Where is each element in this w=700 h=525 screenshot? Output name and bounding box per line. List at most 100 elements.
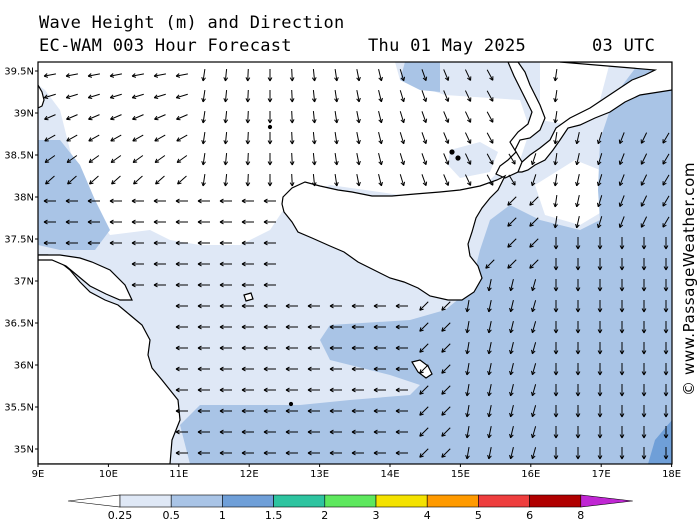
wave-arrow: [44, 114, 56, 121]
calm-area-north: [38, 62, 530, 245]
wave-arrow: [197, 198, 210, 204]
wave-arrow: [329, 303, 342, 309]
wave-arrow: [618, 195, 625, 207]
wave-arrow: [153, 219, 166, 225]
wave-arrow: [575, 279, 581, 292]
wave-arrow: [219, 219, 232, 225]
wave-arrow: [663, 447, 669, 460]
wave-arrow: [507, 196, 517, 206]
wave-arrow: [597, 237, 603, 250]
wave-arrow: [223, 68, 229, 82]
wave-arrow: [177, 175, 187, 185]
wave-arrow: [509, 384, 514, 397]
wave-arrow: [597, 321, 603, 334]
wave-arrow: [575, 342, 581, 355]
land-tunisia-cape: [38, 254, 133, 301]
wave-arrow: [619, 321, 625, 334]
wave-arrow: [663, 384, 669, 397]
wave-arrow: [662, 174, 670, 186]
wave-arrow: [87, 240, 100, 246]
wave-arrow: [351, 303, 364, 309]
wave-arrow: [641, 342, 647, 355]
wave-arrow: [663, 426, 669, 439]
wave-arrow: [443, 111, 450, 123]
wave-arrow: [419, 448, 429, 458]
wave-arrow: [154, 134, 166, 142]
wave-arrow: [641, 447, 647, 460]
wave-arrow: [311, 173, 317, 187]
wave-arrow: [553, 173, 558, 187]
wave-arrow: [285, 387, 298, 393]
wave-arrow: [263, 240, 276, 246]
wave-arrow: [419, 406, 429, 416]
wave-arrow: [263, 408, 276, 414]
wave-arrow: [443, 90, 450, 102]
wave-arrow: [267, 90, 273, 103]
wave-arrow: [487, 426, 492, 439]
wave-arrow: [509, 321, 514, 334]
lat-label: 39.5N: [4, 67, 34, 78]
map-frame: [37, 61, 673, 465]
wave-arrow: [109, 219, 122, 225]
lon-label: 15E: [451, 469, 470, 480]
wave-arrow: [553, 342, 559, 355]
wave-arrow: [289, 68, 295, 82]
wave-arrow: [132, 114, 144, 121]
wave-arrow: [311, 89, 317, 103]
wave-arrow: [87, 198, 100, 204]
wave-arrow: [597, 405, 603, 418]
wave-arrow: [443, 132, 450, 144]
lon-label: 16E: [521, 469, 540, 480]
wave-arrow: [378, 111, 383, 124]
wave-arrow: [419, 343, 429, 353]
wave-arrow: [618, 216, 625, 228]
wave-arrow: [45, 175, 55, 185]
wave-arrow: [263, 303, 276, 309]
legend-swatch: [119, 494, 172, 508]
wave-arrow: [219, 261, 232, 267]
wave-direction-arrows: [43, 68, 670, 460]
wave-arrow: [87, 93, 100, 100]
wave-arrow: [421, 132, 428, 145]
wave-arrow: [663, 363, 669, 376]
legend-label: 2: [321, 509, 328, 522]
wave-arrow: [419, 364, 429, 374]
wave-arrow: [663, 342, 669, 355]
wave-arrow: [197, 345, 210, 351]
wave-arrow: [575, 321, 581, 334]
wave-arrow: [575, 300, 581, 313]
land-lampedusa: [288, 401, 294, 407]
wave-arrow: [663, 321, 669, 334]
wave-arrow: [487, 321, 492, 334]
wave-arrow: [241, 240, 254, 246]
wave-arrow: [487, 363, 492, 376]
wave-arrow: [597, 426, 603, 439]
wave-arrow: [419, 301, 429, 311]
wave-arrow: [378, 174, 383, 187]
wave-arrow: [399, 174, 406, 187]
wave-arrow: [465, 342, 470, 355]
wave-arrow: [356, 111, 361, 124]
wave-arrow: [464, 69, 472, 81]
lon-label: 13E: [310, 469, 329, 480]
legend-swatch-max: [580, 494, 633, 508]
wave-arrow: [285, 429, 298, 435]
wave-arrow: [201, 152, 206, 166]
wave-arrow: [487, 279, 492, 292]
legend-label: 0.5: [162, 509, 180, 522]
wave-arrow: [640, 153, 648, 165]
wave-arrow: [219, 387, 232, 393]
wave-arrow: [356, 174, 361, 187]
legend-swatch: [478, 494, 530, 508]
latitude-axis: 39.5N 39N 38.5N 38N 37.5N 37N 36.5N 36N 35.5N 35N: [4, 67, 38, 456]
wave-arrow: [66, 114, 78, 121]
wave-arrow: [329, 450, 342, 456]
lon-label: 10E: [99, 469, 118, 480]
wave-arrow: [553, 363, 559, 376]
wave-arrow: [65, 219, 78, 225]
wave-arrow: [529, 217, 539, 227]
legend-swatch: [273, 494, 326, 508]
wave-arrow: [223, 110, 229, 124]
lat-label: 38.5N: [4, 151, 34, 162]
wave-arrow: [176, 155, 188, 163]
